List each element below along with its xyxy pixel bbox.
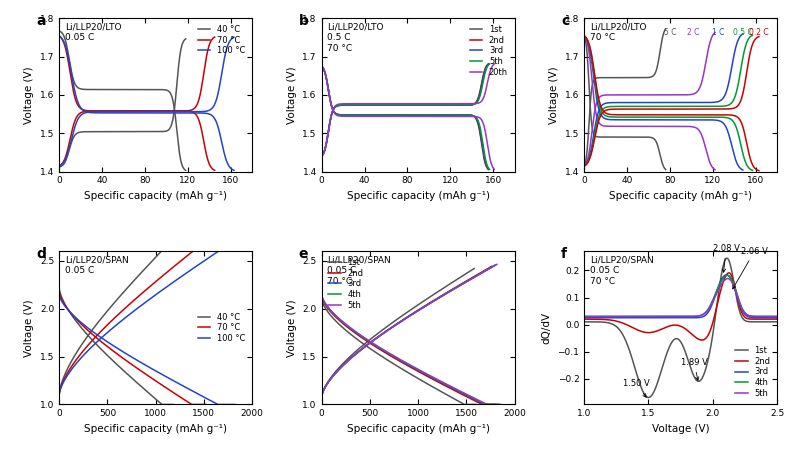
X-axis label: Specific capacity (mAh g⁻¹): Specific capacity (mAh g⁻¹) (346, 191, 490, 201)
Text: 2.08 V: 2.08 V (712, 244, 740, 272)
X-axis label: Specific capacity (mAh g⁻¹): Specific capacity (mAh g⁻¹) (84, 191, 227, 201)
Text: c: c (561, 14, 569, 28)
Text: Li/LLP20/LTO
0.05 C: Li/LLP20/LTO 0.05 C (65, 23, 122, 43)
Y-axis label: Voltage (V): Voltage (V) (549, 66, 559, 124)
Text: a: a (36, 14, 46, 28)
Legend: 40 °C, 70 °C, 100 °C: 40 °C, 70 °C, 100 °C (196, 22, 248, 58)
X-axis label: Specific capacity (mAh g⁻¹): Specific capacity (mAh g⁻¹) (346, 424, 490, 434)
Text: 0.5 C: 0.5 C (733, 28, 753, 37)
Legend: 1st, 2nd, 3rd, 5th, 20th: 1st, 2nd, 3rd, 5th, 20th (467, 22, 510, 79)
Text: Li/LLP20/SPAN
0.05 C: Li/LLP20/SPAN 0.05 C (65, 256, 129, 275)
X-axis label: Specific capacity (mAh g⁻¹): Specific capacity (mAh g⁻¹) (609, 191, 752, 201)
Text: 1 C: 1 C (712, 28, 724, 37)
Text: d: d (36, 247, 46, 260)
Text: 1.89 V: 1.89 V (681, 358, 708, 380)
Text: 2.06 V: 2.06 V (733, 247, 768, 289)
Y-axis label: Voltage (V): Voltage (V) (24, 299, 35, 356)
Legend: 1st, 2nd, 3rd, 4th, 5th: 1st, 2nd, 3rd, 4th, 5th (326, 255, 366, 312)
Text: 0.2 C: 0.2 C (749, 28, 768, 37)
Y-axis label: dQ/dV: dQ/dV (542, 312, 552, 344)
Legend: 40 °C, 70 °C, 100 °C: 40 °C, 70 °C, 100 °C (196, 310, 248, 345)
Text: 2 C: 2 C (687, 28, 700, 37)
Y-axis label: Voltage (V): Voltage (V) (287, 66, 297, 124)
X-axis label: Specific capacity (mAh g⁻¹): Specific capacity (mAh g⁻¹) (84, 424, 227, 434)
Text: e: e (298, 247, 308, 260)
Text: Li/LLP20/LTO
70 °C: Li/LLP20/LTO 70 °C (590, 23, 646, 43)
Text: Li/LLP20/SPAN
0.05 C
70 °C: Li/LLP20/SPAN 0.05 C 70 °C (590, 256, 654, 286)
Text: 5 C: 5 C (664, 28, 676, 37)
Text: 1.50 V: 1.50 V (623, 379, 649, 397)
X-axis label: Voltage (V): Voltage (V) (652, 424, 709, 434)
Text: Li/LLP20/LTO
0.5 C
70 °C: Li/LLP20/LTO 0.5 C 70 °C (327, 23, 384, 53)
Y-axis label: Voltage (V): Voltage (V) (24, 66, 35, 124)
Text: b: b (298, 14, 308, 28)
Text: f: f (561, 247, 567, 260)
Text: Li/LLP20/SPAN
0.05 C
70 °C: Li/LLP20/SPAN 0.05 C 70 °C (327, 256, 391, 286)
Y-axis label: Voltage (V): Voltage (V) (287, 299, 297, 356)
Legend: 1st, 2nd, 3rd, 4th, 5th: 1st, 2nd, 3rd, 4th, 5th (733, 344, 773, 400)
